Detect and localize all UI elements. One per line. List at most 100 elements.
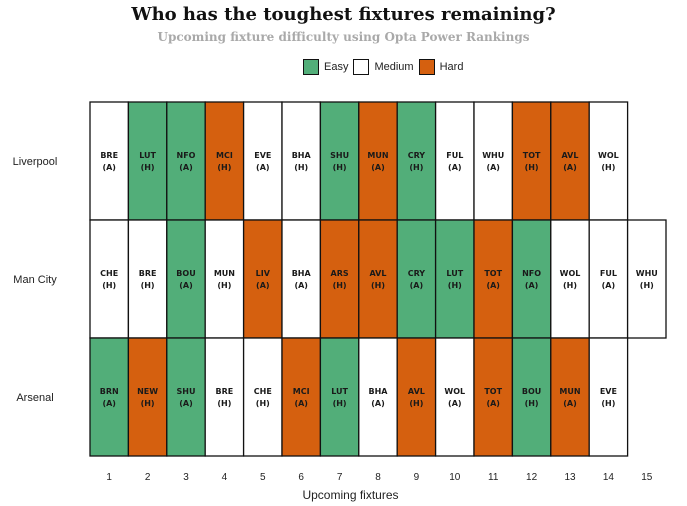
legend-item-easy: Easy (303, 59, 348, 75)
fixture-opponent: TOT (523, 151, 541, 160)
fixture-cell-liverpool-14: WOL (H) (588, 101, 629, 221)
team-label-liverpool: Liverpool (13, 156, 58, 168)
fixture-cell-liverpool-7: SHU (H) (319, 101, 360, 221)
fixture-venue: (A) (294, 399, 308, 408)
fixture-cell-bg (511, 101, 552, 221)
fixture-cell-bg (242, 101, 283, 221)
fixture-opponent: CHE (254, 387, 272, 396)
fixture-opponent: WHU (636, 269, 658, 278)
fixture-cell-man-city-2: BRE (H) (127, 219, 168, 339)
fixture-cell-liverpool-8: MUN (A) (358, 101, 398, 221)
fixture-cell-bg (127, 101, 168, 221)
fixture-cell-arsenal-11: TOT (A) (473, 337, 514, 457)
legend-item-medium: Medium (353, 59, 414, 75)
fixture-opponent: NEW (137, 387, 158, 396)
fixture-cell-bg (204, 337, 245, 457)
fixture-venue: (H) (525, 399, 539, 408)
fixture-venue: (H) (371, 281, 385, 290)
fixture-venue: (H) (601, 163, 615, 172)
fixture-venue: (H) (525, 163, 539, 172)
fixture-cell-liverpool-2: LUT (H) (127, 101, 168, 221)
x-tick-label: 9 (414, 472, 420, 483)
fixture-cell-bg (511, 337, 552, 457)
fixture-venue: (H) (217, 163, 231, 172)
legend-label-medium: Medium (374, 61, 414, 73)
fixture-opponent: EVE (600, 387, 617, 396)
fixture-venue: (A) (179, 163, 193, 172)
fixture-cell-man-city-15: WHU (H) (626, 219, 667, 339)
fixture-cell-bg (204, 219, 245, 339)
fixture-cell-bg (396, 337, 437, 457)
fixture-cell-bg (434, 337, 475, 457)
fixture-cell-bg (319, 337, 360, 457)
fixture-cell-liverpool-1: BRE (A) (89, 101, 130, 221)
x-tick-label: 14 (603, 472, 615, 483)
fixture-cell-liverpool-3: NFO (A) (166, 101, 206, 221)
fixture-venue: (H) (333, 163, 347, 172)
fixture-cell-liverpool-9: CRY (H) (396, 101, 437, 221)
fixture-opponent: BRE (216, 387, 234, 396)
fixture-opponent: WOL (444, 387, 465, 396)
fixture-venue: (H) (102, 281, 116, 290)
chart-subtitle: Upcoming fixture difficulty using Opta P… (157, 30, 530, 44)
fixture-venue: (H) (333, 399, 347, 408)
fixture-opponent: TOT (484, 387, 502, 396)
fixture-venue: (A) (410, 281, 424, 290)
fixture-cell-bg (242, 219, 283, 339)
fixture-opponent: BRE (139, 269, 157, 278)
fixture-opponent: BHA (369, 387, 389, 396)
x-tick-label: 5 (260, 472, 266, 483)
fixture-cell-bg (358, 219, 398, 339)
fixture-venue: (H) (409, 163, 423, 172)
fixture-venue: (A) (102, 399, 116, 408)
fixture-opponent: TOT (484, 269, 502, 278)
fixture-opponent: EVE (254, 151, 271, 160)
fixture-opponent: FUL (600, 269, 617, 278)
fixture-cell-man-city-11: TOT (A) (473, 219, 514, 339)
fixture-cell-arsenal-2: NEW (H) (127, 337, 168, 457)
fixture-cell-man-city-9: CRY (A) (396, 219, 437, 339)
fixture-cell-bg (434, 101, 475, 221)
fixture-cell-man-city-8: AVL (H) (358, 219, 398, 339)
fixture-cell-liverpool-12: TOT (H) (511, 101, 552, 221)
fixture-venue: (H) (256, 399, 270, 408)
fixture-venue: (A) (486, 163, 500, 172)
fixture-cell-arsenal-14: EVE (H) (588, 337, 629, 457)
fixture-cell-bg (166, 219, 206, 339)
fixture-cell-man-city-12: NFO (A) (511, 219, 552, 339)
fixture-opponent: SHU (177, 387, 196, 396)
fixture-venue: (A) (525, 281, 539, 290)
fixture-opponent: BHA (292, 151, 312, 160)
fixture-opponent: AVL (408, 387, 425, 396)
fixture-opponent: BHA (292, 269, 312, 278)
fixture-opponent: MCI (216, 151, 233, 160)
chart-title: Who has the toughest fixtures remaining? (131, 4, 556, 25)
team-label-arsenal: Arsenal (16, 392, 53, 404)
fixture-venue: (A) (602, 281, 616, 290)
fixture-venue: (H) (217, 281, 231, 290)
fixture-venue: (H) (141, 163, 155, 172)
fixture-venue: (A) (179, 399, 193, 408)
fixture-venue: (H) (217, 399, 231, 408)
fixture-opponent: CRY (408, 151, 426, 160)
x-tick-label: 1 (106, 472, 112, 483)
fixture-opponent: BOU (176, 269, 195, 278)
fixture-opponent: WOL (560, 269, 581, 278)
fixture-venue: (H) (141, 399, 155, 408)
x-tick-label: 2 (145, 472, 151, 483)
fixture-cell-man-city-14: FUL (A) (588, 219, 629, 339)
fixture-cell-liverpool-11: WHU (A) (473, 101, 514, 221)
legend-swatch-medium (353, 59, 370, 75)
fixture-cell-bg (89, 101, 130, 221)
fixture-venue: (H) (333, 281, 347, 290)
fixture-cell-bg (473, 101, 514, 221)
x-tick-label: 13 (564, 472, 576, 483)
fixture-venue: (A) (448, 399, 462, 408)
fixture-cell-bg (358, 101, 398, 221)
fixture-cell-arsenal-10: WOL (A) (434, 337, 475, 457)
fixture-opponent: BRN (100, 387, 119, 396)
fixture-opponent: WHU (482, 151, 504, 160)
fixture-venue: (A) (563, 399, 577, 408)
fixture-venue: (H) (448, 281, 462, 290)
